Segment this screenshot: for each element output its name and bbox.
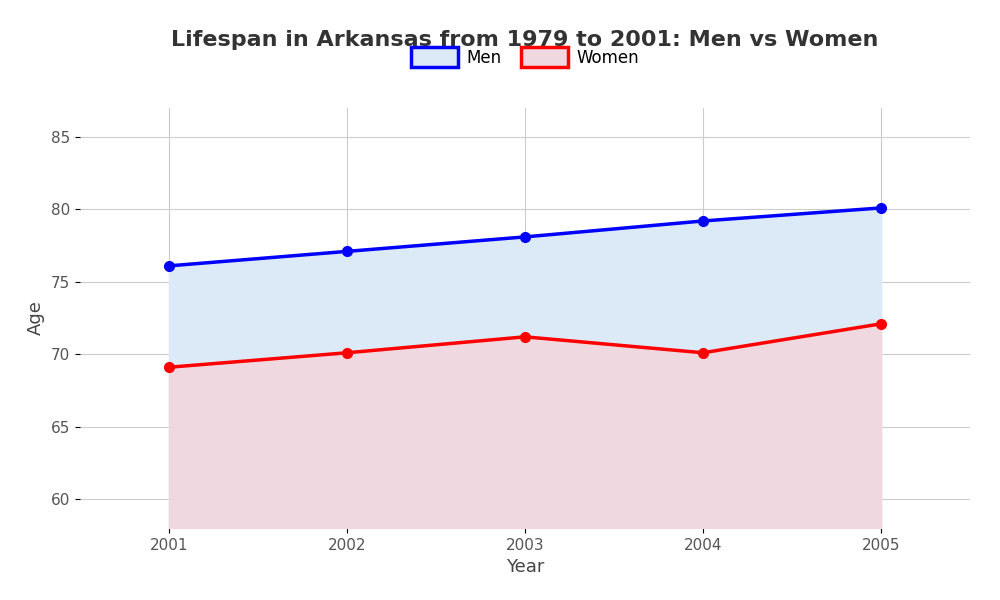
Title: Lifespan in Arkansas from 1979 to 2001: Men vs Women: Lifespan in Arkansas from 1979 to 2001: …	[171, 29, 879, 49]
Legend: Men, Women: Men, Women	[404, 41, 646, 73]
X-axis label: Year: Year	[506, 558, 544, 576]
Y-axis label: Age: Age	[27, 301, 45, 335]
